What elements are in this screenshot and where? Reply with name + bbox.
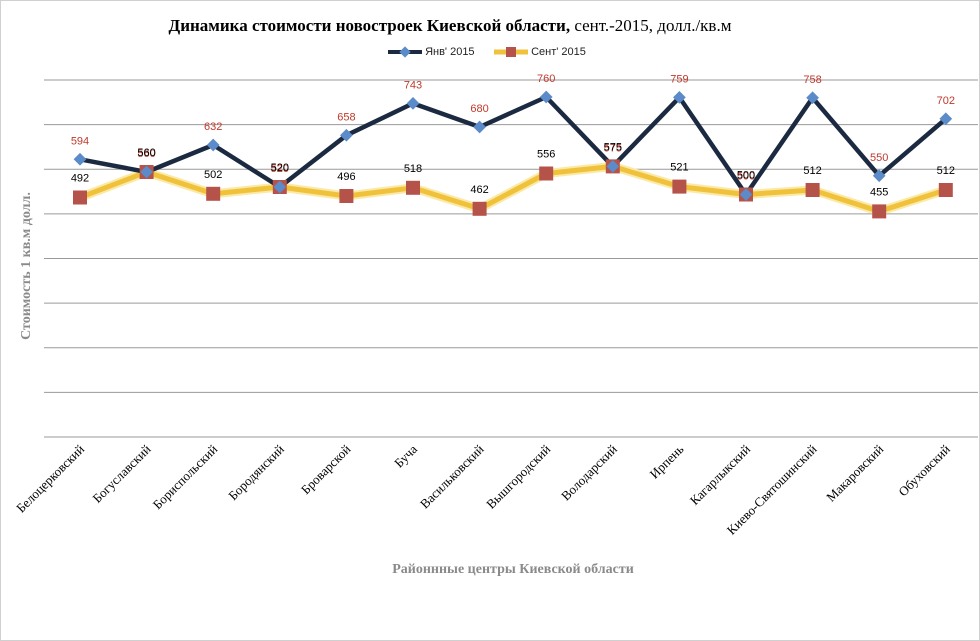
- data-label-jan: 550: [870, 152, 888, 164]
- y-axis-label: Стоимость 1 кв.м долл.: [19, 192, 34, 340]
- data-label-sep: 575: [604, 141, 622, 153]
- x-tick-label: Бородянский: [225, 441, 287, 503]
- x-tick-label: Бориспольский: [150, 441, 221, 512]
- data-label-sep: 560: [137, 147, 155, 159]
- data-labels: 594 560 632 520 658 743 680 760 575 759 500 758 550 7…: [71, 73, 955, 198]
- x-tick-label: Володарский: [558, 441, 620, 503]
- x-tick-label: Ирпень: [647, 441, 687, 481]
- data-label-sep: 502: [204, 169, 222, 181]
- legend-label-jan: Янв' 2015: [425, 46, 475, 58]
- data-label-sep: 462: [470, 184, 488, 196]
- marker-sep: [672, 179, 687, 194]
- data-label-jan: 594: [71, 135, 89, 147]
- data-label-jan: 743: [404, 79, 422, 91]
- x-tick-label: Васильковский: [417, 441, 487, 511]
- data-label-jan: 758: [803, 74, 821, 86]
- x-tick-label: Вышгородский: [483, 441, 553, 511]
- data-label-jan: 702: [937, 95, 955, 107]
- x-tick-label: Буча: [391, 441, 420, 470]
- x-tick-label: Кагарлыкский: [687, 441, 753, 507]
- legend-item-sep: Сент' 2015: [494, 46, 586, 58]
- data-label-jan: 759: [670, 73, 688, 85]
- marker-jan: [473, 120, 486, 134]
- marker-jan: [273, 180, 287, 194]
- data-label-jan: 575: [604, 142, 622, 154]
- chart-title: Динамика стоимости новостроек Киевской о…: [0, 16, 900, 36]
- data-label-sep: 518: [404, 163, 422, 175]
- marker-sep: [805, 183, 820, 197]
- data-label-jan: 500: [737, 171, 755, 183]
- data-label-jan: 520: [271, 163, 289, 175]
- chart-title-rest: сент.-2015, долл./кв.м: [570, 16, 732, 35]
- data-label-sep: 512: [937, 165, 955, 177]
- data-label-sep: 492: [71, 173, 89, 185]
- marker-jan: [340, 128, 353, 142]
- series-lines: [75, 94, 951, 216]
- marker-jan: [140, 165, 153, 179]
- series-line-sep: [77, 163, 949, 214]
- marker-jan: [73, 152, 87, 166]
- marker-sep: [73, 190, 87, 205]
- x-tick-label: Богуславский: [89, 441, 153, 505]
- legend-item-jan: Янв' 2015: [388, 46, 475, 58]
- legend-label-sep: Сент' 2015: [531, 46, 586, 58]
- marker-sep: [339, 189, 354, 203]
- marker-jan: [406, 97, 420, 110]
- marker-sep: [472, 201, 487, 216]
- gridlines: [44, 79, 978, 438]
- x-tick-label: Макаровский: [823, 441, 886, 504]
- marker-jan: [206, 138, 220, 152]
- data-label-sep: 496: [337, 171, 355, 183]
- x-tick-label: Обуховский: [895, 441, 953, 499]
- x-tick-label: Броварской: [298, 441, 354, 497]
- data-label-jan: 632: [204, 121, 222, 133]
- x-tick-label: Белоцерковский: [13, 441, 87, 515]
- data-label-jan: 680: [470, 103, 488, 115]
- legend-swatch-jan: [388, 46, 422, 58]
- data-label-jan: 658: [337, 111, 355, 123]
- data-label-sep: 512: [803, 165, 821, 177]
- data-label-jan: 560: [137, 148, 155, 160]
- marker-sep: [206, 186, 221, 201]
- legend-swatch-sep: [494, 47, 528, 58]
- x-axis-label: Районнные центры Киевской области: [392, 562, 634, 577]
- series-line-jan: [79, 94, 948, 197]
- data-label-jan: 760: [537, 73, 555, 85]
- marker-sep: [872, 204, 887, 219]
- marker-sep: [406, 180, 420, 195]
- chart-title-bold: Динамика стоимости новостроек Киевской о…: [168, 16, 571, 35]
- data-label-sep: 521: [670, 162, 688, 174]
- marker-sep: [539, 166, 554, 181]
- data-label-sep: 455: [870, 186, 888, 198]
- data-label-sep: 556: [537, 149, 555, 161]
- marker-sep: [938, 183, 953, 197]
- data-label-sep: 520: [271, 162, 289, 174]
- data-label-sep: 500: [737, 170, 755, 182]
